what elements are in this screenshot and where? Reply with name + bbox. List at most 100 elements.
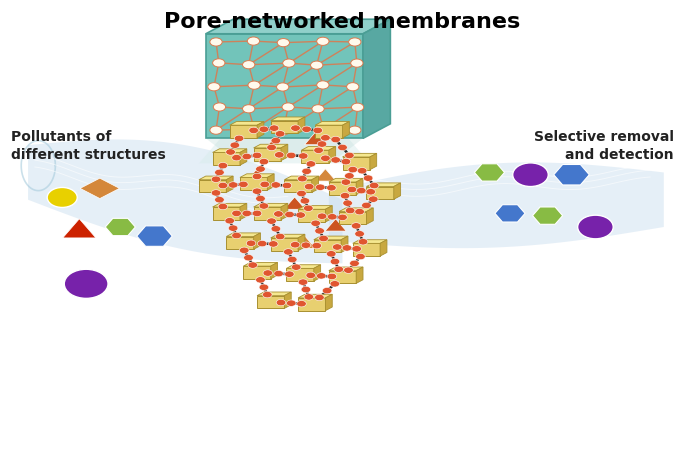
Circle shape — [316, 81, 329, 90]
Polygon shape — [226, 237, 253, 250]
Polygon shape — [240, 150, 247, 166]
Polygon shape — [370, 154, 377, 170]
Circle shape — [275, 152, 284, 159]
Circle shape — [345, 153, 354, 159]
Polygon shape — [240, 204, 247, 220]
Circle shape — [248, 263, 258, 268]
Circle shape — [242, 61, 255, 70]
Circle shape — [321, 135, 330, 142]
Polygon shape — [212, 207, 240, 220]
Circle shape — [282, 104, 295, 112]
Circle shape — [271, 182, 281, 189]
Circle shape — [283, 60, 295, 68]
Circle shape — [226, 150, 236, 156]
Polygon shape — [80, 179, 119, 199]
Circle shape — [266, 145, 276, 152]
Polygon shape — [532, 207, 562, 225]
Circle shape — [355, 231, 364, 238]
Circle shape — [244, 255, 253, 261]
Polygon shape — [284, 177, 319, 180]
Circle shape — [286, 300, 296, 307]
Circle shape — [285, 212, 295, 218]
Circle shape — [273, 211, 283, 217]
Polygon shape — [105, 219, 136, 236]
Polygon shape — [284, 197, 306, 210]
Circle shape — [345, 208, 355, 214]
Polygon shape — [342, 122, 349, 139]
Polygon shape — [243, 267, 271, 279]
Circle shape — [351, 104, 364, 112]
Circle shape — [338, 145, 347, 152]
Polygon shape — [329, 163, 664, 248]
Circle shape — [238, 182, 248, 188]
Circle shape — [232, 211, 241, 217]
Circle shape — [349, 261, 359, 267]
Circle shape — [277, 127, 290, 136]
Circle shape — [327, 185, 336, 192]
Circle shape — [266, 218, 276, 225]
Circle shape — [208, 83, 220, 91]
Circle shape — [317, 142, 327, 148]
Circle shape — [327, 251, 336, 258]
Circle shape — [347, 83, 359, 91]
Polygon shape — [295, 237, 316, 249]
Polygon shape — [253, 207, 281, 220]
Circle shape — [349, 39, 361, 47]
Polygon shape — [315, 126, 342, 139]
Circle shape — [274, 271, 284, 277]
Polygon shape — [271, 238, 298, 251]
Polygon shape — [212, 204, 247, 207]
Circle shape — [262, 292, 272, 298]
Polygon shape — [342, 154, 377, 157]
Polygon shape — [366, 183, 401, 187]
Circle shape — [304, 294, 314, 300]
Circle shape — [290, 242, 300, 248]
Circle shape — [269, 126, 279, 132]
Polygon shape — [325, 206, 332, 222]
Polygon shape — [257, 293, 291, 296]
Circle shape — [248, 82, 260, 90]
Circle shape — [351, 223, 361, 229]
Circle shape — [338, 215, 347, 221]
Polygon shape — [257, 122, 264, 139]
Polygon shape — [353, 244, 380, 257]
Circle shape — [228, 226, 238, 232]
Circle shape — [306, 273, 316, 279]
Circle shape — [212, 60, 225, 68]
Circle shape — [252, 211, 262, 217]
Polygon shape — [206, 35, 363, 139]
Polygon shape — [267, 174, 274, 191]
Circle shape — [260, 182, 269, 188]
Circle shape — [345, 173, 354, 180]
Circle shape — [302, 127, 312, 133]
Circle shape — [263, 270, 273, 277]
Polygon shape — [298, 298, 325, 311]
Polygon shape — [475, 164, 505, 182]
Circle shape — [214, 170, 224, 176]
Polygon shape — [240, 178, 267, 191]
Polygon shape — [298, 295, 332, 298]
Circle shape — [64, 270, 108, 299]
Circle shape — [369, 197, 378, 203]
Polygon shape — [257, 296, 284, 308]
Polygon shape — [199, 177, 233, 180]
Circle shape — [342, 245, 351, 252]
Circle shape — [341, 159, 351, 166]
Circle shape — [317, 126, 329, 134]
Polygon shape — [28, 140, 342, 264]
Circle shape — [286, 153, 296, 159]
Circle shape — [352, 246, 362, 253]
Polygon shape — [199, 132, 370, 164]
Circle shape — [248, 126, 260, 134]
Circle shape — [356, 188, 366, 194]
Circle shape — [242, 154, 251, 160]
Circle shape — [284, 249, 293, 256]
Polygon shape — [229, 126, 257, 139]
Circle shape — [210, 39, 222, 47]
Polygon shape — [206, 20, 390, 35]
Polygon shape — [298, 235, 305, 251]
Circle shape — [232, 155, 241, 162]
Circle shape — [256, 167, 265, 173]
Circle shape — [256, 196, 265, 202]
Circle shape — [316, 273, 326, 279]
